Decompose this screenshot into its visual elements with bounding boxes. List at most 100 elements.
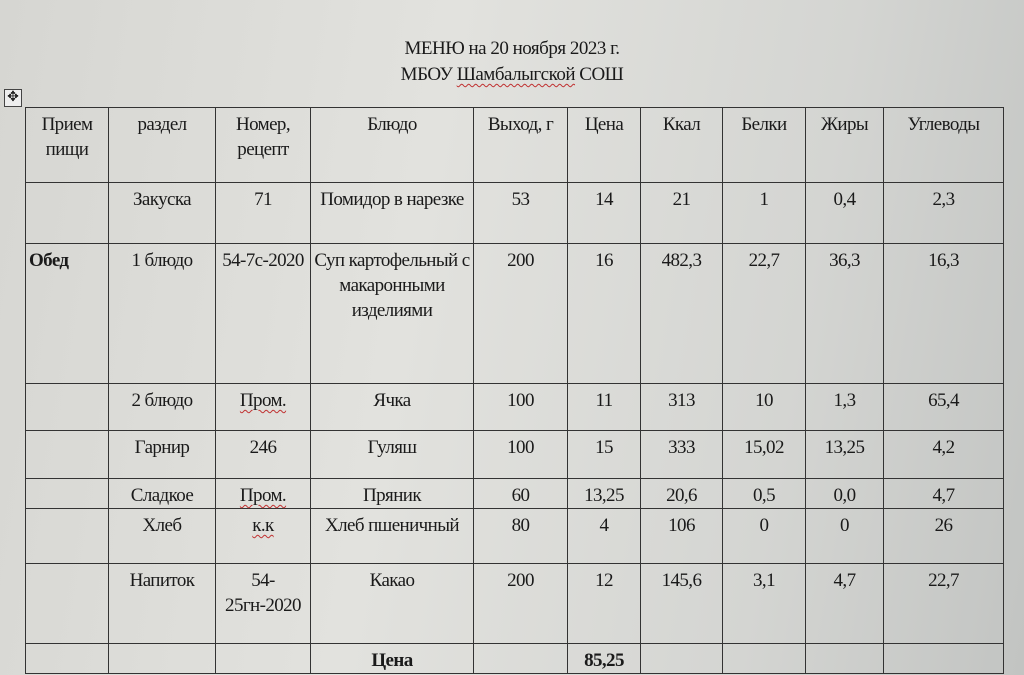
cell[interactable]: Блюдо	[310, 107, 474, 183]
school-suffix: СОШ	[575, 64, 624, 85]
cell[interactable]: Прием пищи	[25, 107, 109, 183]
cell[interactable]: Суп картофельный с макаронными изделиями	[310, 243, 474, 384]
cell[interactable]	[883, 643, 1004, 674]
cell[interactable]: Какао	[310, 563, 474, 644]
cell[interactable]: 100	[473, 430, 568, 479]
cell[interactable]: Обед	[25, 243, 109, 384]
cell[interactable]: 65,4	[883, 383, 1004, 431]
cell[interactable]	[108, 643, 216, 674]
cell[interactable]: 14	[567, 182, 641, 244]
cell[interactable]: Гарнир	[108, 430, 216, 479]
cell[interactable]	[722, 643, 806, 674]
cell[interactable]: 4,2	[883, 430, 1004, 479]
cell[interactable]: Хлеб пшеничный	[310, 508, 474, 564]
cell[interactable]: Пром.	[215, 383, 311, 431]
cell[interactable]: 0,0	[805, 478, 884, 509]
cell[interactable]: Цена	[567, 107, 641, 183]
cell[interactable]: Закуска	[108, 182, 216, 244]
cell[interactable]: Ячка	[310, 383, 474, 431]
table-row: Гарнир 246 Гуляш 100 15 333 15,02 13,25 4,2	[25, 430, 1004, 479]
cell[interactable]: 0	[722, 508, 806, 564]
cell[interactable]: 54-7с-2020	[215, 243, 311, 384]
cell[interactable]: 80	[473, 508, 568, 564]
cell[interactable]: Хлеб	[108, 508, 216, 564]
cell[interactable]: 15	[567, 430, 641, 479]
cell[interactable]: 22,7	[722, 243, 806, 384]
cell[interactable]: 11	[567, 383, 641, 431]
spellcheck-text: Пром.	[239, 485, 287, 506]
cell[interactable]: 15,02	[722, 430, 806, 479]
cell[interactable]: 36,3	[805, 243, 884, 384]
cell[interactable]: Углеводы	[883, 107, 1004, 183]
menu-table: Прием пищи раздел Номер, рецепт Блюдо Выход,…	[25, 107, 1004, 674]
total-value[interactable]: 85,25	[567, 643, 641, 674]
cell[interactable]: 0,4	[805, 182, 884, 244]
cell[interactable]: 4,7	[805, 563, 884, 644]
cell[interactable]: 145,6	[640, 563, 723, 644]
cell[interactable]: 482,3	[640, 243, 723, 384]
cell[interactable]: 20,6	[640, 478, 723, 509]
cell[interactable]: 246	[215, 430, 311, 479]
cell[interactable]: 2,3	[883, 182, 1004, 244]
cell[interactable]: 0,5	[722, 478, 806, 509]
cell[interactable]	[640, 643, 723, 674]
table-row: Напиток 54-25гн-2020 Какао 200 12 145,6 3,1 4,7…	[25, 563, 1004, 644]
cell[interactable]: Гуляш	[310, 430, 474, 479]
cell[interactable]	[25, 643, 109, 674]
cell[interactable]: 13,25	[805, 430, 884, 479]
cell[interactable]	[473, 643, 568, 674]
cell[interactable]: Ккал	[640, 107, 723, 183]
cell[interactable]: Выход, г	[473, 107, 568, 183]
cell[interactable]: к.к	[215, 508, 311, 564]
cell[interactable]: Номер, рецепт	[215, 107, 311, 183]
cell[interactable]: Жиры	[805, 107, 884, 183]
cell[interactable]: 313	[640, 383, 723, 431]
cell[interactable]	[215, 643, 311, 674]
cell[interactable]	[25, 478, 109, 509]
cell[interactable]: 2 блюдо	[108, 383, 216, 431]
cell[interactable]: Сладкое	[108, 478, 216, 509]
cell[interactable]: раздел	[108, 107, 216, 183]
move-handle-icon[interactable]: ✥	[4, 89, 22, 107]
cell[interactable]: 106	[640, 508, 723, 564]
cell[interactable]: 13,25	[567, 478, 641, 509]
cell[interactable]: 4,7	[883, 478, 1004, 509]
cell[interactable]: 4	[567, 508, 641, 564]
cell[interactable]: 71	[215, 182, 311, 244]
cell[interactable]: 60	[473, 478, 568, 509]
cell[interactable]	[25, 182, 109, 244]
cell[interactable]: 16	[567, 243, 641, 384]
menu-title: МЕНЮ на 20 ноября 2023 г.	[404, 38, 620, 59]
cell[interactable]: 200	[473, 563, 568, 644]
cell[interactable]: Пром.	[215, 478, 311, 509]
cell[interactable]: Напиток	[108, 563, 216, 644]
cell[interactable]: 333	[640, 430, 723, 479]
cell[interactable]: 1,3	[805, 383, 884, 431]
cell[interactable]: 22,7	[883, 563, 1004, 644]
total-row: Цена 85,25	[25, 643, 1004, 674]
school-name-spellcheck: Шамбалыгской	[456, 64, 576, 85]
cell[interactable]: 3,1	[722, 563, 806, 644]
cell[interactable]: 1 блюдо	[108, 243, 216, 384]
cell[interactable]	[25, 383, 109, 431]
cell[interactable]: Пряник	[310, 478, 474, 509]
cell[interactable]: 53	[473, 182, 568, 244]
cell[interactable]: Белки	[722, 107, 806, 183]
table-row: Обед 1 блюдо 54-7с-2020 Суп картофельный с …	[25, 243, 1004, 384]
cell[interactable]: 12	[567, 563, 641, 644]
cell[interactable]: Помидор в нарезке	[310, 182, 474, 244]
cell[interactable]	[25, 563, 109, 644]
cell[interactable]: 21	[640, 182, 723, 244]
total-label[interactable]: Цена	[310, 643, 474, 674]
cell[interactable]	[805, 643, 884, 674]
cell[interactable]: 54-25гн-2020	[215, 563, 311, 644]
cell[interactable]: 100	[473, 383, 568, 431]
cell[interactable]: 0	[805, 508, 884, 564]
cell[interactable]: 26	[883, 508, 1004, 564]
cell[interactable]: 200	[473, 243, 568, 384]
cell[interactable]	[25, 430, 109, 479]
cell[interactable]: 16,3	[883, 243, 1004, 384]
cell[interactable]: 10	[722, 383, 806, 431]
cell[interactable]	[25, 508, 109, 564]
cell[interactable]: 1	[722, 182, 806, 244]
